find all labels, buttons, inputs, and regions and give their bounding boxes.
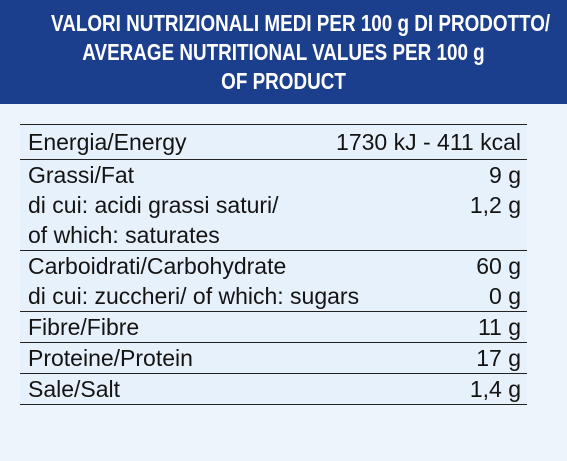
carbohydrate-label: Carboidrati/Carbohydrate: [28, 253, 287, 279]
saturates-value: 1,2 g: [469, 192, 521, 218]
header-line-1: VALORI NUTRIZIONALI MEDI PER 100 g DI PR…: [51, 9, 551, 36]
protein-value: 17 g: [476, 345, 521, 371]
row-energy: Energia/Energy 1730 kJ - 411 kcal: [20, 125, 527, 159]
energy-label: Energia/Energy: [28, 129, 187, 155]
fibre-value: 11 g: [477, 314, 521, 340]
salt-value: 1,4 g: [469, 376, 521, 402]
row-salt: Sale/Salt 1,4 g: [20, 373, 527, 404]
nutrition-panel: Energia/Energy 1730 kJ - 411 kcal Grassi…: [0, 104, 567, 461]
nutrition-header: VALORI NUTRIZIONALI MEDI PER 100 g DI PR…: [0, 0, 567, 104]
nutrition-table: Energia/Energy 1730 kJ - 411 kcal Grassi…: [20, 124, 527, 405]
saturates-label-english: of which: saturates: [28, 222, 220, 248]
salt-label: Sale/Salt: [28, 376, 121, 402]
row-fibre: Fibre/Fibre 11 g: [20, 311, 527, 342]
protein-label: Proteine/Protein: [28, 345, 193, 371]
header-line-3: OF PRODUCT: [221, 67, 346, 94]
carbohydrate-value: 60 g: [476, 253, 521, 279]
fat-label: Grassi/Fat: [28, 162, 135, 188]
row-fat: Grassi/Fat 9 g di cui: acidi grassi satu…: [20, 159, 527, 250]
row-carbohydrate: Carboidrati/Carbohydrate 60 g di cui: zu…: [20, 250, 527, 311]
fibre-label: Fibre/Fibre: [28, 314, 140, 340]
fat-value: 9 g: [489, 162, 521, 188]
sugars-label: di cui: zuccheri/ of which: sugars: [28, 283, 360, 309]
row-protein: Proteine/Protein 17 g: [20, 342, 527, 373]
header-line-2: AVERAGE NUTRITIONAL VALUES PER 100 g: [82, 38, 485, 65]
energy-value: 1730 kJ - 411 kcal: [336, 129, 521, 155]
saturates-label: di cui: acidi grassi saturi/: [28, 192, 279, 218]
sugars-value: 0 g: [489, 283, 521, 309]
